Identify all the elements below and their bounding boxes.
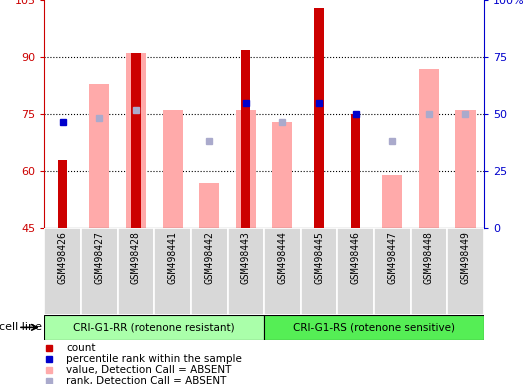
Text: GSM498448: GSM498448 [424,231,434,284]
Bar [272,122,292,228]
Text: GSM498441: GSM498441 [167,231,178,284]
Bar [447,228,484,315]
Bar [314,8,324,228]
Text: GSM498445: GSM498445 [314,231,324,284]
Text: GSM498427: GSM498427 [94,231,105,284]
Bar [191,228,228,315]
Bar [264,315,484,340]
Bar [456,111,475,228]
Text: CRI-G1-RR (rotenone resistant): CRI-G1-RR (rotenone resistant) [73,322,235,333]
Bar [58,160,67,228]
Bar [382,175,402,228]
Bar [44,315,264,340]
Bar [374,228,411,315]
Bar [154,228,191,315]
Bar [163,111,183,228]
Text: GSM498444: GSM498444 [277,231,288,284]
Bar [337,228,374,315]
Bar [126,53,146,228]
Bar [241,50,251,228]
Bar [419,68,439,228]
Bar [301,228,337,315]
Bar [81,228,118,315]
Text: GSM498426: GSM498426 [58,231,68,284]
Text: GSM498446: GSM498446 [350,231,361,284]
Text: rank, Detection Call = ABSENT: rank, Detection Call = ABSENT [66,376,227,384]
Text: GSM498443: GSM498443 [241,231,251,284]
Text: GSM498428: GSM498428 [131,231,141,284]
Bar [199,183,219,228]
Bar [131,53,141,228]
Text: value, Detection Call = ABSENT: value, Detection Call = ABSENT [66,365,232,375]
Bar [44,228,81,315]
Text: CRI-G1-RS (rotenone sensitive): CRI-G1-RS (rotenone sensitive) [293,322,455,333]
Text: cell line: cell line [0,322,42,333]
Bar [264,228,301,315]
Bar [118,228,154,315]
Text: count: count [66,343,96,353]
Text: percentile rank within the sample: percentile rank within the sample [66,354,242,364]
Bar [411,228,447,315]
Bar [228,228,264,315]
Text: GSM498442: GSM498442 [204,231,214,284]
Text: GSM498449: GSM498449 [460,231,471,284]
Bar [351,114,360,228]
Bar [89,84,109,228]
Text: GSM498447: GSM498447 [387,231,397,284]
Bar [236,111,256,228]
